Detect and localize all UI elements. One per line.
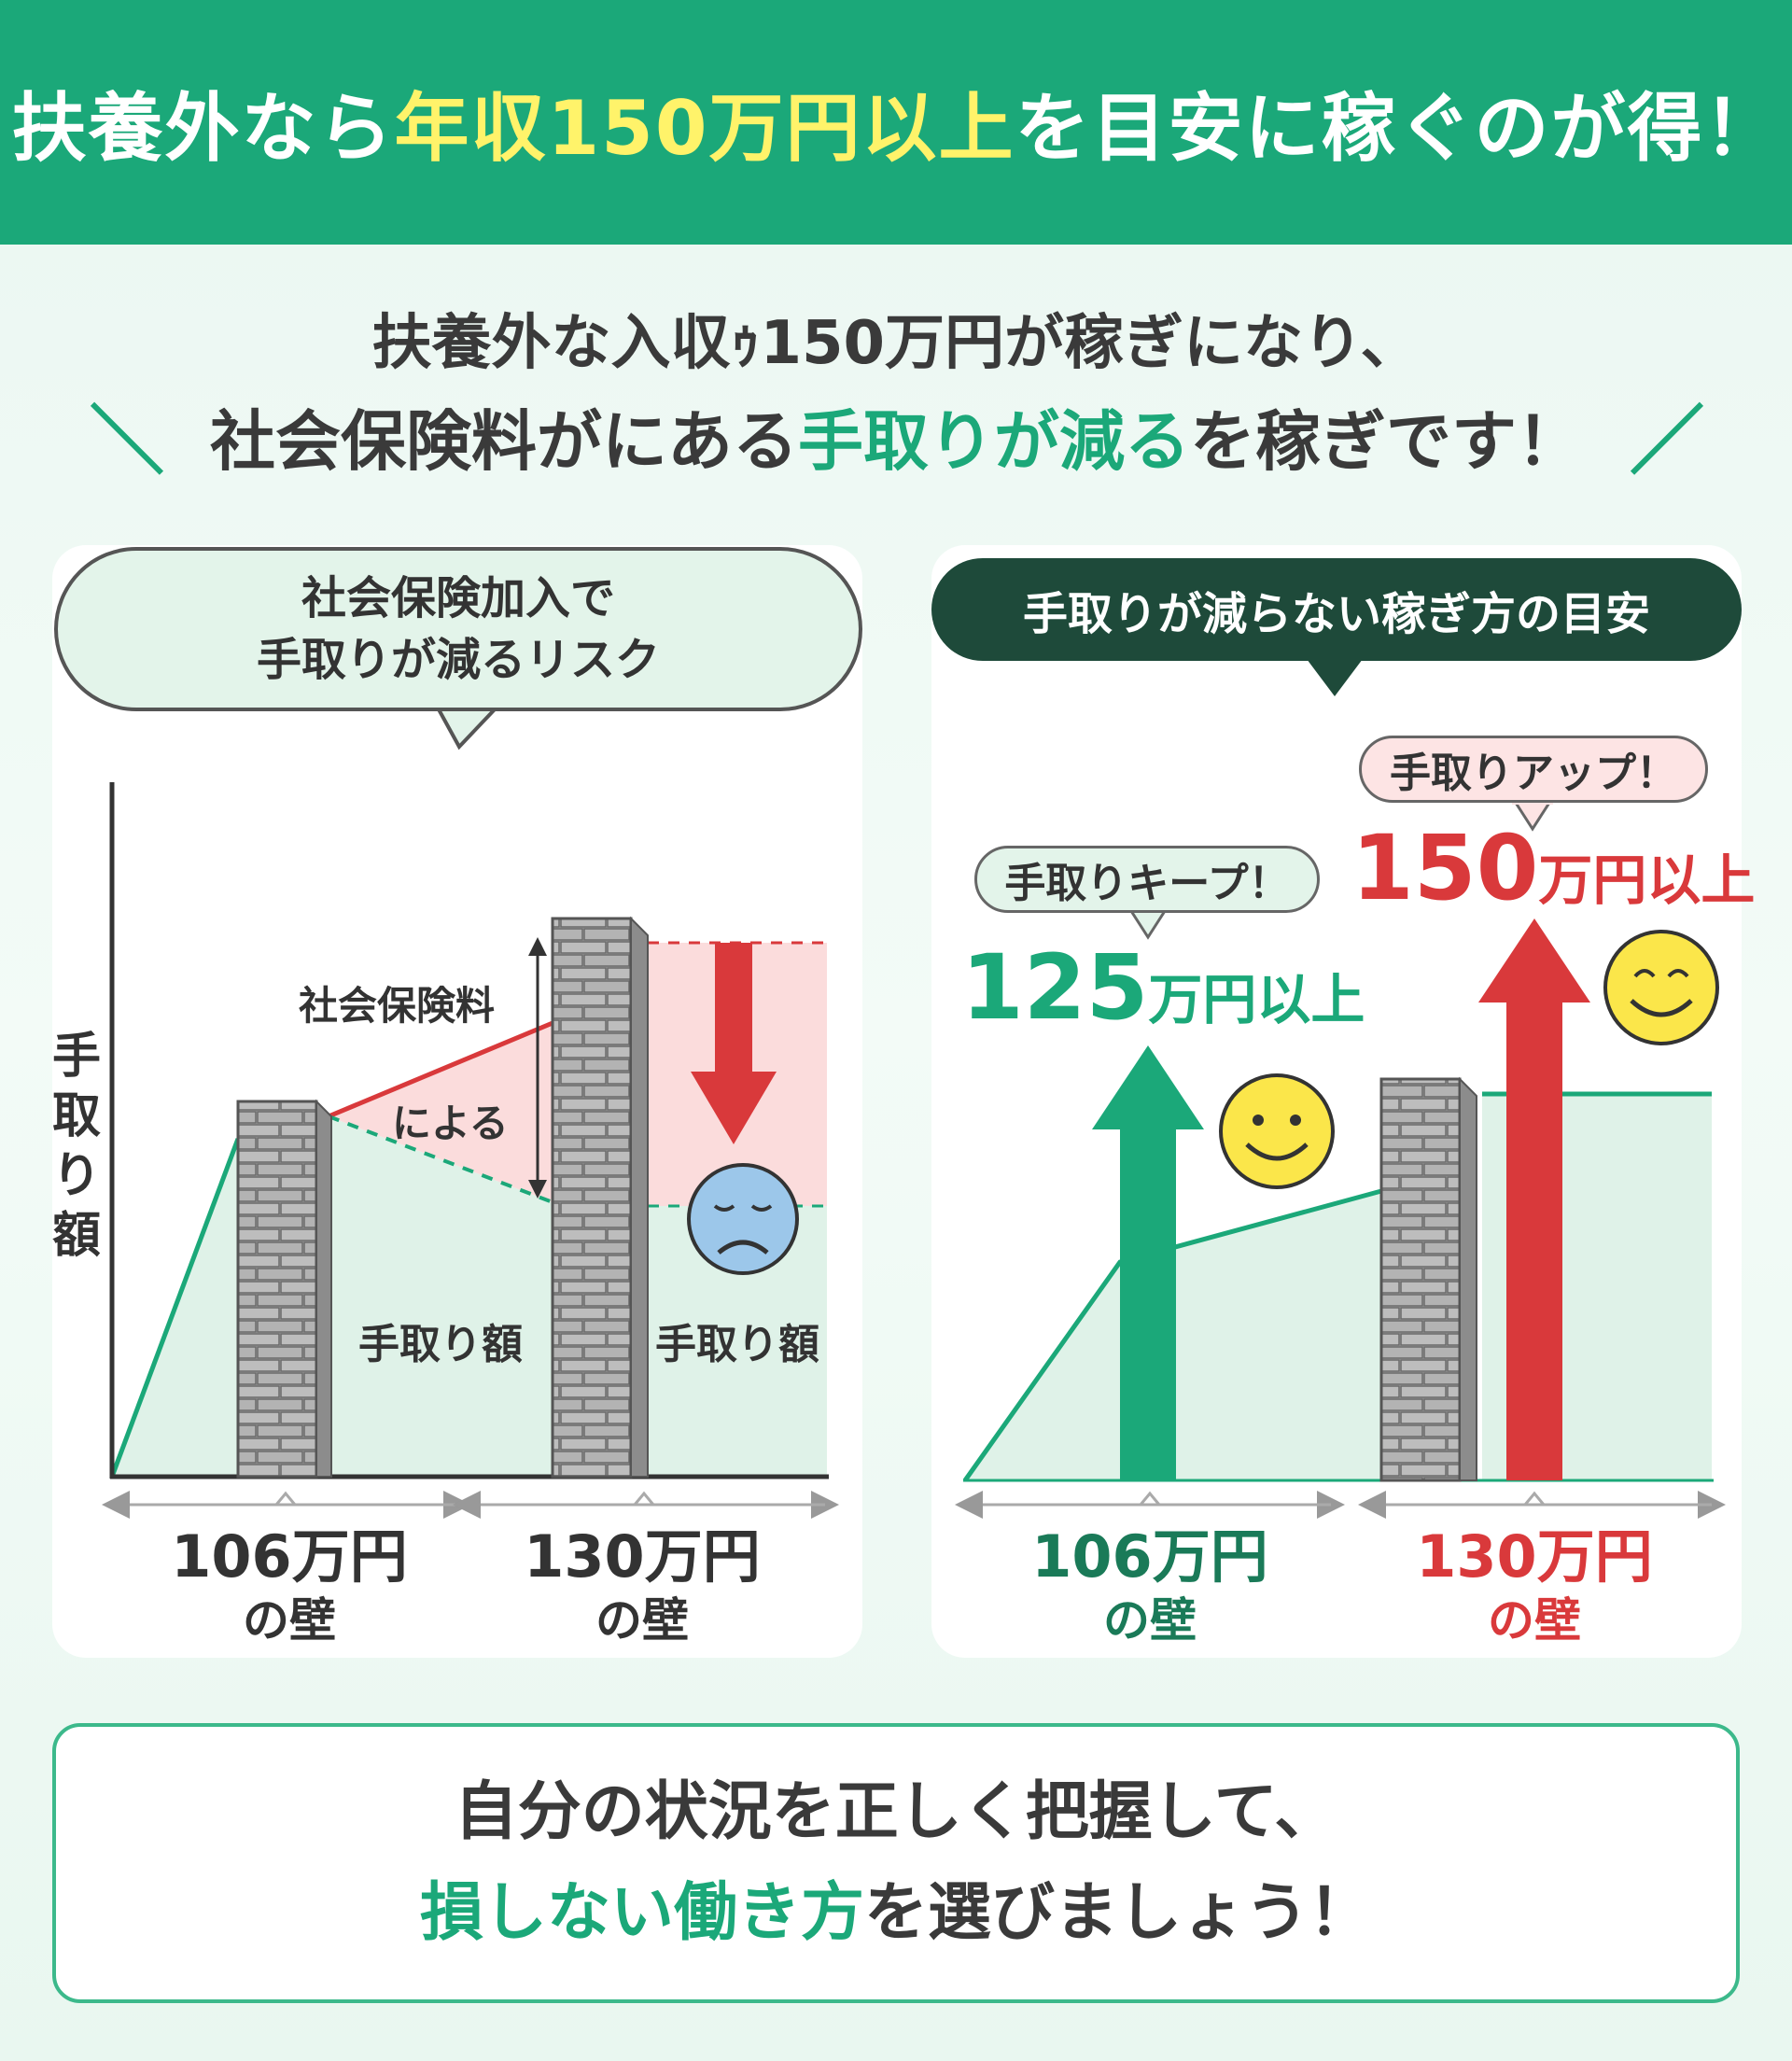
up-pill: 手取りアップ！ bbox=[1359, 736, 1708, 803]
subtitle-line-1: 扶養外な入収ｩ150万円が稼ぎになり、 bbox=[371, 309, 1421, 378]
left-wall-106 bbox=[236, 1100, 318, 1479]
left-bubble-line-2: 手取りが減るリスク bbox=[256, 634, 660, 686]
right-wall-label-130: 130万円 の壁 bbox=[1416, 1522, 1653, 1647]
right-wall-130 bbox=[1379, 1077, 1462, 1482]
up-amount: 150万円以上 bbox=[1351, 816, 1756, 920]
slash-right-icon: ／ bbox=[1630, 398, 1704, 484]
header-highlight: 年収150万円以上 bbox=[394, 85, 1015, 172]
left-bubble: 社会保険加入で 手取りが減るリスク bbox=[54, 547, 862, 711]
keep-amount: 125万円以上 bbox=[961, 935, 1365, 1040]
left-insurance-area bbox=[329, 1023, 553, 1202]
subtitle: 扶養外な入収ｩ150万円が稼ぎになり、 社会保険料がにある手取りが減るを稼ぎです… bbox=[0, 297, 1792, 493]
smiley-icon-2 bbox=[1603, 930, 1719, 1045]
bottom-message: 自分の状況を正しく把握して、 損しない働き方を選びましょう！ bbox=[52, 1723, 1740, 2003]
y-axis-label: 手取り額 bbox=[51, 1029, 101, 1264]
smiley-icon-1 bbox=[1219, 1073, 1335, 1189]
left-wall-130 bbox=[551, 917, 633, 1479]
right-bubble: 手取りが減らない稼ぎ方の目安 bbox=[931, 558, 1742, 661]
bottom-highlight: 損しない働き方 bbox=[419, 1876, 864, 1950]
green-up-arrow bbox=[1120, 1126, 1176, 1480]
left-wall-label-130: 130万円 の壁 bbox=[524, 1522, 761, 1647]
annotation-insurance: 社会保険料 bbox=[299, 983, 496, 1029]
header-banner: 扶養外なら年収150万円以上を目安に稼ぐのが得！ bbox=[0, 0, 1792, 245]
red-up-arrow bbox=[1506, 999, 1562, 1480]
subtitle-line-2: 社会保険料がにある手取りが減るを稼ぎです！ bbox=[210, 403, 1582, 480]
header-title: 扶養外なら年収150万円以上を目安に稼ぐのが得！ bbox=[11, 85, 1781, 172]
left-bubble-line-1: 社会保険加入で bbox=[301, 572, 615, 624]
left-bubble-tail bbox=[435, 708, 499, 750]
left-takehome-area-3 bbox=[648, 1206, 827, 1477]
area-label-takehome-1: 手取り額 bbox=[358, 1321, 523, 1368]
area-label-takehome-2: 手取り額 bbox=[655, 1321, 819, 1368]
left-takehome-area-2 bbox=[329, 1116, 553, 1477]
annotation-by: による bbox=[392, 1101, 509, 1146]
left-insurance-line bbox=[328, 1020, 553, 1119]
down-arrow bbox=[715, 943, 752, 1073]
left-wall-label-106: 106万円 の壁 bbox=[171, 1522, 408, 1647]
slash-left-icon: ＼ bbox=[90, 398, 164, 484]
sad-face-icon bbox=[687, 1163, 799, 1275]
bottom-line-2: 損しない働き方を選びましょう！ bbox=[419, 1876, 1373, 1950]
right-bubble-tail bbox=[1307, 659, 1363, 696]
keep-pill: 手取りキープ！ bbox=[974, 846, 1320, 913]
subtitle-highlight: 手取りが減る bbox=[798, 403, 1190, 480]
right-wall-label-106: 106万円 の壁 bbox=[1031, 1522, 1268, 1647]
bottom-line-1: 自分の状況を正しく把握して、 bbox=[454, 1775, 1338, 1849]
